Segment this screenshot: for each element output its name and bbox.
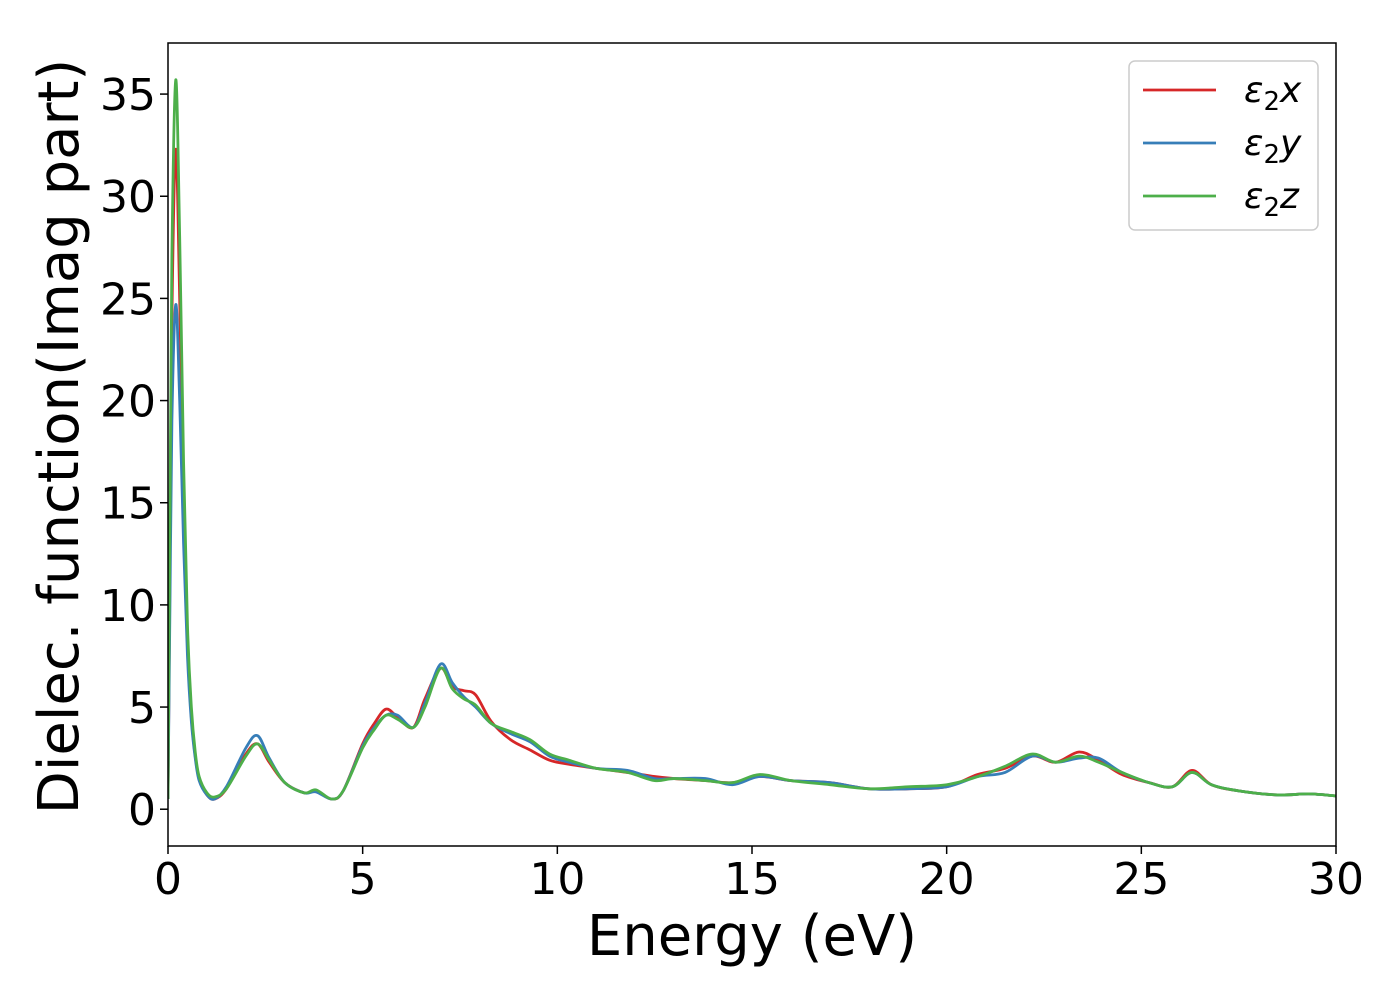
x-axis-label: Energy (eV) (587, 904, 917, 969)
x-tick-label: 10 (529, 854, 585, 905)
legend-label-z: ε2z (1244, 176, 1300, 223)
y-tick-label: 0 (128, 785, 156, 836)
x-tick-label: 20 (919, 854, 975, 905)
y-axis: 0 5 10 15 20 25 30 35 (100, 70, 168, 836)
x-tick-label: 15 (724, 854, 780, 905)
y-tick-label: 30 (100, 172, 156, 223)
x-axis: 0 5 10 15 20 25 30 (154, 846, 1364, 905)
legend-label-x: ε2x (1244, 70, 1302, 117)
x-tick-label: 5 (349, 854, 377, 905)
y-tick-label: 15 (100, 479, 156, 530)
y-tick-label: 25 (100, 274, 156, 325)
legend-label-y: ε2y (1244, 123, 1302, 170)
series-line-x (168, 147, 1336, 801)
series-line-z (168, 78, 1336, 801)
y-tick-label: 35 (100, 70, 156, 121)
y-tick-label: 5 (128, 683, 156, 734)
y-tick-label: 20 (100, 377, 156, 428)
series-layer (168, 78, 1336, 801)
legend: ε2x ε2y ε2z (1128, 60, 1319, 231)
series-line-y (168, 303, 1336, 801)
x-tick-label: 0 (154, 854, 182, 905)
y-axis-label: Dielec. function(Imag part) (27, 59, 92, 815)
y-tick-label: 10 (100, 581, 156, 632)
x-tick-label: 30 (1308, 854, 1364, 905)
legend-box (1128, 60, 1319, 231)
x-tick-label: 25 (1113, 854, 1169, 905)
